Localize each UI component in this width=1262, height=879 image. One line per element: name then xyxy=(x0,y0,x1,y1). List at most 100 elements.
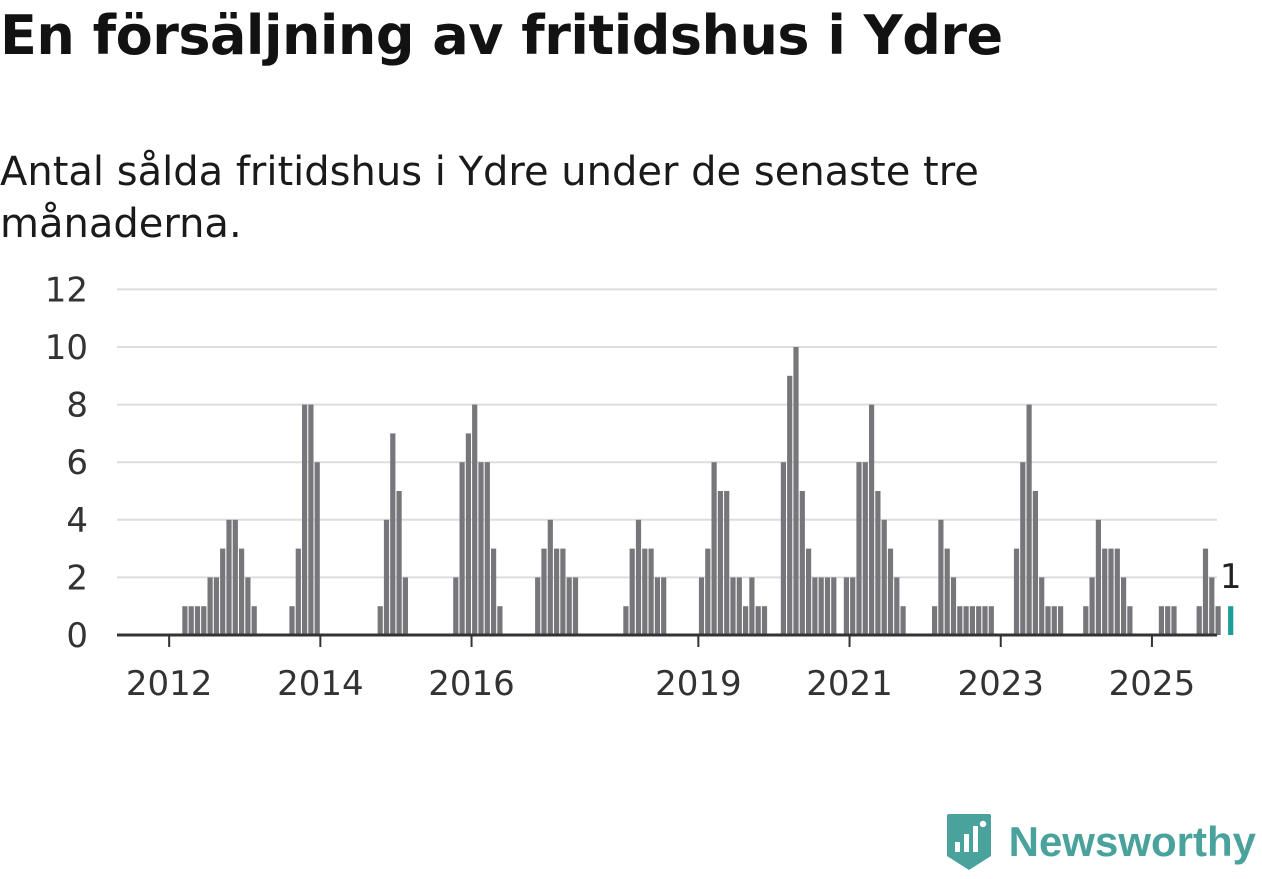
bar xyxy=(1165,606,1171,635)
bar xyxy=(1102,548,1108,635)
bar xyxy=(799,491,805,635)
bar xyxy=(736,577,742,635)
bar xyxy=(1215,606,1221,635)
y-tick-label-2: 2 xyxy=(66,558,88,598)
bar xyxy=(988,606,994,635)
gridlines xyxy=(117,288,1217,579)
bar xyxy=(1083,606,1089,635)
bar xyxy=(1171,606,1177,635)
bar xyxy=(396,491,402,635)
bar xyxy=(1051,606,1057,635)
brand-name: Newsworthy xyxy=(1008,818,1256,865)
bar xyxy=(1121,577,1127,635)
bar xyxy=(213,577,219,635)
bar xyxy=(377,606,383,635)
bars xyxy=(182,347,1234,635)
bar xyxy=(717,491,723,635)
bar xyxy=(730,577,736,635)
bar xyxy=(491,548,497,635)
bar xyxy=(957,606,963,635)
bar xyxy=(1196,606,1202,635)
bar xyxy=(182,606,188,635)
y-tick-label-10: 10 xyxy=(45,328,88,368)
bar xyxy=(1209,577,1215,635)
bar xyxy=(812,577,818,635)
x-tick-label-2016: 2016 xyxy=(428,664,515,704)
bar xyxy=(711,462,717,635)
bar xyxy=(824,577,831,635)
bar xyxy=(648,548,654,635)
y-tick-label-12: 12 xyxy=(45,270,88,310)
bar xyxy=(818,577,824,635)
bar xyxy=(831,577,837,635)
bar xyxy=(572,577,579,635)
bar xyxy=(314,462,320,635)
bar xyxy=(308,404,314,635)
bar xyxy=(484,462,490,635)
bar xyxy=(497,606,503,635)
bar xyxy=(894,577,900,635)
bar xyxy=(459,462,465,635)
bar xyxy=(1020,462,1026,635)
bar xyxy=(850,577,856,635)
x-tick-label-2012: 2012 xyxy=(126,664,213,704)
bar xyxy=(535,577,541,635)
bar xyxy=(1089,577,1095,635)
bar xyxy=(554,548,560,635)
bar xyxy=(862,462,868,635)
bar xyxy=(402,577,408,635)
bar xyxy=(698,577,705,635)
bar xyxy=(724,491,730,635)
bar xyxy=(232,519,238,635)
highlight-value-label: 1 xyxy=(1220,557,1242,597)
bar xyxy=(950,577,957,635)
bar xyxy=(635,519,642,635)
bar xyxy=(1108,548,1114,635)
chart-subtitle: Antal sålda fritidshus i Ydre under de s… xyxy=(0,149,979,247)
bar xyxy=(887,548,894,635)
x-tick-label-2021: 2021 xyxy=(806,664,893,704)
bar xyxy=(944,548,950,635)
bar xyxy=(239,548,245,635)
bar xyxy=(547,519,553,635)
y-tick-label-6: 6 xyxy=(66,443,88,483)
bar xyxy=(642,548,648,635)
x-tick-label-2014: 2014 xyxy=(277,664,364,704)
chart-title: En försäljning av fritidshus i Ydre xyxy=(0,4,1003,67)
bar xyxy=(201,606,207,635)
x-tick-label-2023: 2023 xyxy=(957,664,1044,704)
bar xyxy=(869,404,875,635)
bar xyxy=(755,606,761,635)
bar xyxy=(560,548,566,635)
y-tick-label-0: 0 xyxy=(66,616,88,656)
bar xyxy=(194,606,201,635)
bar xyxy=(1032,491,1038,635)
bar xyxy=(251,606,257,635)
bar xyxy=(705,548,711,635)
bar xyxy=(629,548,635,635)
bar xyxy=(749,577,755,635)
newsworthy-logo-icon xyxy=(946,814,991,870)
bar xyxy=(793,347,799,635)
bar xyxy=(982,606,988,635)
bar xyxy=(478,462,484,635)
bar xyxy=(465,433,471,635)
bar xyxy=(1026,404,1032,635)
bar xyxy=(743,606,749,635)
bar xyxy=(856,462,862,635)
bar xyxy=(1158,606,1164,635)
bar xyxy=(761,606,768,635)
bar xyxy=(226,519,232,635)
bar-latest xyxy=(1228,606,1234,635)
y-axis-labels: 0 2 4 6 8 10 12 xyxy=(45,270,88,656)
bar xyxy=(1114,548,1120,635)
bar xyxy=(881,519,887,635)
bar xyxy=(188,606,194,635)
bar xyxy=(1202,548,1209,635)
bar xyxy=(938,519,944,635)
x-tick-label-2019: 2019 xyxy=(655,664,742,704)
bar xyxy=(453,577,459,635)
bar xyxy=(787,375,793,635)
bar xyxy=(541,548,547,635)
bar xyxy=(654,577,660,635)
